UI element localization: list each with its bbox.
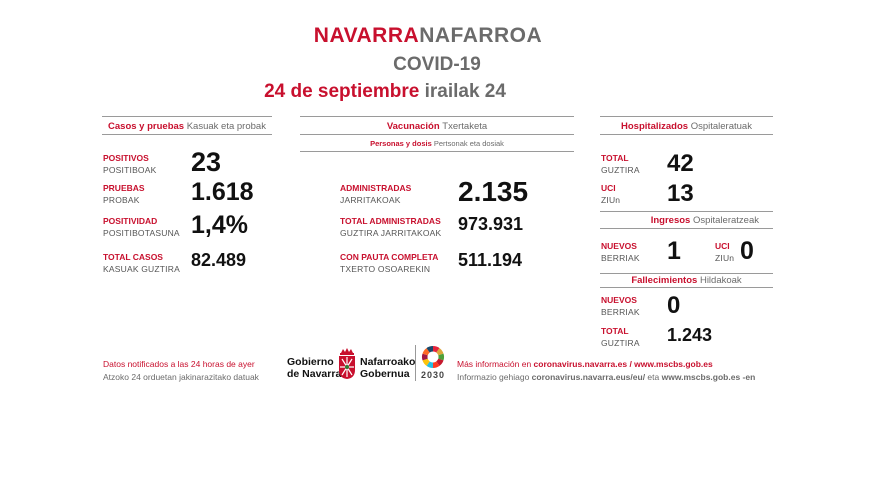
divider	[300, 134, 574, 135]
total-administered-label: TOTAL ADMINISTRADAS GUZTIRA JARRITAKOAK	[340, 216, 442, 238]
divider	[600, 287, 773, 288]
deaths-new-value: 0	[667, 292, 681, 319]
more-info-es: Más información en coronavirus.navarra.e…	[457, 359, 713, 369]
report-date: 24 de septiembre irailak 24	[0, 81, 770, 103]
administered-value: 2.135	[458, 176, 529, 207]
page-subtitle: COVID-19	[393, 54, 481, 75]
divider	[300, 116, 574, 117]
divider	[102, 116, 272, 117]
data-note-eu: Atzoko 24 orduetan jakinarazitako datuak	[103, 372, 259, 382]
admissions-uci-label: UCI ZIUn	[715, 241, 735, 263]
total-cases-value: 82.489	[191, 250, 247, 270]
gov-name-eu: Nafarroako Gobernua	[360, 356, 416, 380]
divider	[415, 345, 416, 381]
positivity-value: 1,4%	[191, 211, 248, 239]
divider	[600, 116, 773, 117]
cases-heading: Casos y pruebas Kasuak eta probak	[108, 121, 266, 132]
gov-name-es: Gobierno de Navarra	[287, 356, 342, 380]
navarra-coat-of-arms-icon	[336, 348, 358, 380]
more-info-eu: Informazio gehiago coronavirus.navarra.e…	[457, 372, 756, 382]
hospital-uci-value: 13	[667, 180, 694, 207]
positives-label: POSITIVOS POSITIBOAK	[103, 153, 157, 175]
tests-label: PRUEBAS PROBAK	[103, 183, 145, 205]
agenda-2030-text: 2030	[421, 370, 446, 380]
admissions-new-value: 1	[667, 237, 681, 265]
page-title: NAVARRANAFARROA	[0, 24, 856, 48]
total-cases-label: TOTAL CASOS KASUAK GUZTIRA	[103, 252, 180, 274]
date-es: 24 de septiembre	[264, 81, 420, 102]
vaccination-subheading: Personas y dosis Pertsonak eta dosiak	[370, 139, 504, 148]
data-note-es: Datos notificados a las 24 horas de ayer	[103, 359, 255, 369]
admissions-heading: Ingresos Ospitaleratzeak	[650, 215, 759, 226]
admissions-new-label: NUEVOS BERRIAK	[601, 241, 640, 263]
date-eu: irailak 24	[424, 81, 506, 102]
divider	[600, 134, 773, 135]
deaths-new-label: NUEVOS BERRIAK	[601, 295, 640, 317]
divider	[300, 151, 574, 152]
administered-label: ADMINISTRADAS JARRITAKOAK	[340, 183, 412, 205]
title-eu: NAFARROA	[419, 24, 543, 47]
title-es: NAVARRA	[313, 24, 420, 47]
hospital-total-value: 42	[667, 150, 694, 177]
divider	[600, 273, 773, 274]
total-administered-value: 973.931	[458, 214, 524, 234]
complete-schedule-value: 511.194	[458, 250, 523, 270]
info-link-navarra-eu[interactable]: coronavirus.navarra.eus/eu/	[531, 372, 646, 382]
admissions-uci-value: 0	[740, 237, 754, 265]
info-link-mscbs[interactable]: www.mscbs.gob.es -en	[661, 372, 756, 382]
positivity-label: POSITIVIDAD POSITIBOTASUNA	[103, 216, 180, 238]
info-links-es[interactable]: coronavirus.navarra.es / www.mscbs.gob.e…	[533, 359, 713, 369]
divider	[600, 211, 773, 212]
hospital-uci-label: UCI ZIUn	[601, 183, 621, 205]
divider	[600, 228, 773, 229]
hospital-heading: Hospitalizados Ospitaleratuak	[621, 121, 752, 132]
hospital-total-label: TOTAL GUZTIRA	[601, 153, 640, 175]
divider	[102, 134, 272, 135]
deaths-total-label: TOTAL GUZTIRA	[601, 326, 640, 348]
tests-value: 1.618	[191, 178, 254, 206]
vaccination-heading: Vacunación Txertaketa	[386, 121, 488, 132]
complete-schedule-label: CON PAUTA COMPLETA TXERTO OSOAREKIN	[340, 252, 439, 274]
positives-value: 23	[191, 147, 222, 177]
deaths-heading: Fallecimientos Hildakoak	[631, 275, 742, 286]
deaths-total-value: 1.243	[667, 325, 713, 345]
agenda-2030-wheel-icon	[421, 345, 445, 369]
